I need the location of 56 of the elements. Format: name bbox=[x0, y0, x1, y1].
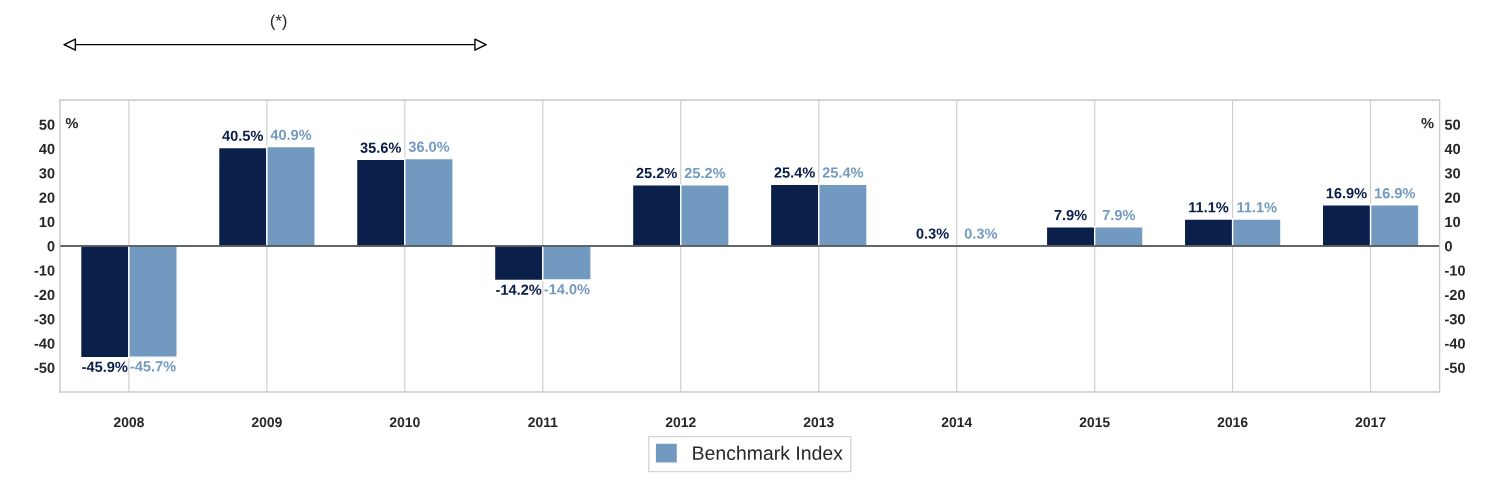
y-tick-label: 0 bbox=[47, 241, 55, 252]
y2-tick-label: -20 bbox=[1445, 289, 1465, 301]
y-tick-label: 20 bbox=[39, 192, 55, 203]
data-label: 16.9% bbox=[1374, 188, 1416, 199]
y2-tick-label: 0 bbox=[1445, 241, 1452, 252]
text: (*) bbox=[270, 14, 287, 30]
y-tick-label: 10 bbox=[39, 216, 55, 228]
x-tick-label: 2015 bbox=[1079, 417, 1110, 428]
legend-label: Benchmark Index bbox=[693, 445, 843, 461]
x-tick-label: 2011 bbox=[528, 417, 558, 428]
data-label: 16.9% bbox=[1326, 188, 1367, 199]
x-tick-label: 2012 bbox=[665, 417, 696, 428]
x-tick-label: 2014 bbox=[941, 417, 973, 428]
x-tick-label: 2009 bbox=[251, 417, 282, 428]
y2-tick-label: -10 bbox=[1445, 265, 1465, 276]
y2-tick-label: 50 bbox=[1444, 119, 1461, 130]
data-label: 40.5% bbox=[222, 130, 264, 141]
y2-axis-title: % bbox=[1421, 118, 1434, 129]
y-tick-label: 30 bbox=[39, 168, 55, 179]
x-tick-label: 2016 bbox=[1217, 417, 1248, 428]
data-label: -14.0% bbox=[544, 284, 590, 295]
y-tick-label: -30 bbox=[34, 314, 55, 325]
y-axis-title: % bbox=[65, 118, 79, 129]
y-tick-label: -50 bbox=[34, 362, 55, 374]
data-label: 25.2% bbox=[684, 167, 726, 179]
x-tick-label: 2010 bbox=[389, 417, 420, 428]
x-tick-label: 2013 bbox=[803, 417, 834, 428]
data-label: 7.9% bbox=[1054, 209, 1087, 221]
y-tick-label: -40 bbox=[34, 338, 55, 349]
data-label: 11.1% bbox=[1237, 202, 1277, 213]
y-tick-label: -10 bbox=[34, 265, 55, 276]
data-label: -45.7% bbox=[130, 361, 176, 372]
y2-tick-label: 30 bbox=[1444, 168, 1461, 179]
data-label: 25.2% bbox=[636, 167, 677, 179]
y2-tick-label: 10 bbox=[1445, 216, 1461, 228]
data-label: 7.9% bbox=[1102, 209, 1136, 221]
y-tick-label: 50 bbox=[39, 119, 55, 130]
data-label: 35.6% bbox=[360, 142, 401, 153]
y-tick-label: 40 bbox=[39, 143, 55, 155]
data-label: 25.4% bbox=[822, 167, 864, 178]
y2-tick-label: -30 bbox=[1445, 314, 1465, 325]
data-label: -45.9% bbox=[82, 361, 128, 372]
data-label: 0.3% bbox=[916, 228, 949, 239]
y2-tick-label: 20 bbox=[1444, 192, 1461, 203]
data-label: 40.9% bbox=[270, 129, 312, 140]
y2-tick-label: -40 bbox=[1445, 338, 1465, 349]
y2-tick-label: -50 bbox=[1445, 362, 1465, 374]
y-tick-label: -20 bbox=[34, 289, 55, 301]
data-label: 0.3% bbox=[964, 228, 998, 239]
x-tick-label: 2008 bbox=[113, 417, 144, 428]
y2-tick-label: 40 bbox=[1444, 143, 1461, 155]
x-tick-label: 2017 bbox=[1355, 417, 1386, 428]
data-label: 36.0% bbox=[408, 141, 450, 152]
data-label: -14.2% bbox=[496, 284, 542, 295]
data-label: 11.1% bbox=[1189, 202, 1229, 213]
data-label: 25.4% bbox=[774, 167, 815, 178]
